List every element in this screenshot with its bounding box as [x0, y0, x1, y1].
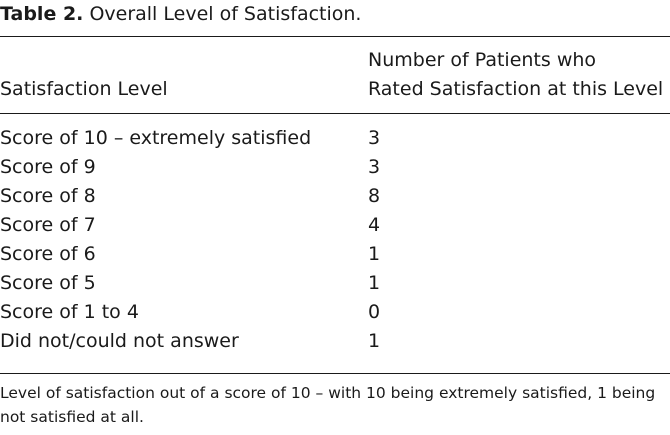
table-caption: Overall Level of Satisfaction.	[89, 3, 362, 25]
table-title: Table 2. Overall Level of Satisfaction.	[0, 2, 361, 26]
header-number-of-patients-line1: Number of Patients who	[368, 49, 597, 71]
patient-count-cell: 8	[368, 185, 381, 207]
table-row: Did not/could not answer 1	[0, 327, 670, 356]
satisfaction-level-cell: Score of 9	[0, 156, 96, 178]
table-row: Score of 10 – extremely satisfied 3	[0, 124, 670, 153]
table-label: Table 2.	[0, 3, 84, 25]
patient-count-cell: 0	[368, 301, 381, 323]
table-row: Score of 1 to 4 0	[0, 298, 670, 327]
table-body: Score of 10 – extremely satisfied 3 Scor…	[0, 124, 670, 356]
patient-count-cell: 1	[368, 330, 381, 352]
header-satisfaction-level: Satisfaction Level	[0, 78, 168, 100]
patient-count-cell: 4	[368, 214, 381, 236]
header-rule	[0, 113, 670, 114]
bottom-rule	[0, 373, 670, 374]
satisfaction-level-cell: Score of 10 – extremely satisfied	[0, 127, 312, 149]
header-number-of-patients: Number of Patients who Rated Satisfactio…	[368, 46, 663, 104]
top-rule	[0, 36, 670, 37]
table-row: Score of 7 4	[0, 211, 670, 240]
patient-count-cell: 3	[368, 156, 381, 178]
table-row: Score of 9 3	[0, 153, 670, 182]
table-row: Score of 6 1	[0, 240, 670, 269]
satisfaction-level-cell: Score of 1 to 4	[0, 301, 139, 323]
satisfaction-level-cell: Score of 5	[0, 272, 96, 294]
satisfaction-level-cell: Score of 7	[0, 214, 96, 236]
patient-count-cell: 1	[368, 272, 381, 294]
patient-count-cell: 1	[368, 243, 381, 265]
satisfaction-level-cell: Score of 6	[0, 243, 96, 265]
satisfaction-level-cell: Score of 8	[0, 185, 96, 207]
satisfaction-level-cell: Did not/could not answer	[0, 330, 239, 352]
table-row: Score of 5 1	[0, 269, 670, 298]
patient-count-cell: 3	[368, 127, 381, 149]
header-number-of-patients-line2: Rated Satisfaction at this Level	[368, 78, 664, 100]
table-row: Score of 8 8	[0, 182, 670, 211]
table-footnote: Level of satisfaction out of a score of …	[0, 384, 656, 426]
